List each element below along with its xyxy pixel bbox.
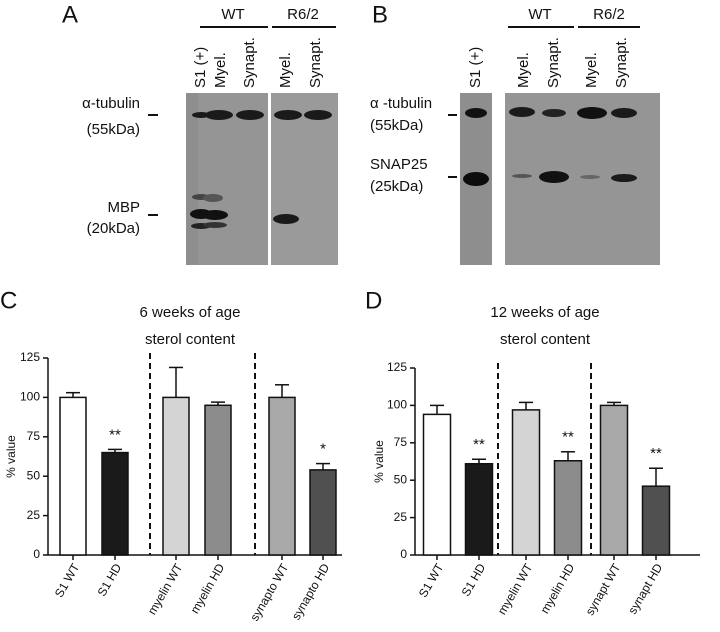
panel-label: D: [365, 287, 382, 314]
bar: [309, 469, 337, 556]
y-tick-label: 75: [27, 429, 41, 443]
panel-label: A: [62, 1, 78, 28]
band: [539, 171, 569, 183]
significance: **: [650, 445, 662, 462]
band: [203, 222, 227, 228]
x-tick-label: myelin HD: [188, 561, 228, 616]
y-tick-label: 25: [27, 508, 41, 522]
bar: [599, 404, 629, 556]
band: [577, 107, 607, 119]
x-tick-label: synapt HD: [625, 561, 665, 617]
bar: [553, 460, 583, 556]
blot-membrane: [271, 93, 338, 265]
bar: [511, 409, 541, 556]
lane-label: Synapt.: [613, 37, 630, 88]
y-tick-label: 0: [400, 547, 407, 561]
x-tick-label: S1 WT: [416, 561, 447, 600]
x-tick-label: S1 HD: [459, 561, 489, 599]
marker-size: (55kDa): [87, 121, 140, 138]
panel-label: C: [0, 287, 17, 314]
panel-label: B: [372, 1, 388, 28]
y-tick-label: 125: [387, 360, 407, 374]
group-label: R6/2: [287, 6, 319, 23]
bar: [464, 462, 494, 556]
y-tick-label: 75: [394, 435, 408, 449]
blot-a: A WT R6/2 S1 (+) Myel. Synapt. Myel. Syn…: [62, 1, 338, 265]
band: [542, 109, 566, 117]
charts: C 6 weeks of age sterol content % value 0 25 5…: [0, 287, 700, 624]
bar: [268, 396, 296, 556]
x-tick-label: S1 WT: [52, 561, 83, 600]
band: [512, 174, 532, 178]
marker-name: α -tubulin: [370, 95, 432, 112]
lane-label: S1 (+): [467, 47, 484, 88]
band: [304, 110, 332, 120]
band: [509, 107, 535, 117]
x-tick-label: synapto HD: [289, 561, 333, 623]
band: [273, 214, 299, 224]
band: [236, 110, 264, 120]
band: [463, 172, 489, 186]
chart-title: 12 weeks of age: [490, 304, 599, 321]
bar: [422, 413, 452, 556]
marker-name: α-tubulin: [82, 95, 140, 112]
band: [611, 108, 637, 118]
lane-label: Myel.: [277, 52, 294, 88]
bar: [162, 396, 190, 556]
blot-membrane: [198, 93, 268, 265]
marker-size: (25kDa): [370, 178, 423, 195]
band: [202, 210, 228, 220]
blot-b: B WT R6/2 S1 (+) Myel. Synapt. Myel. Syn…: [370, 1, 660, 265]
band: [274, 110, 302, 120]
lane-label: Myel.: [515, 52, 532, 88]
significance: **: [473, 436, 485, 453]
lane-label: Synapt.: [545, 37, 562, 88]
y-tick-label: 0: [33, 547, 40, 561]
band: [465, 108, 487, 118]
y-tick-label: 50: [394, 472, 408, 486]
x-tick-label: synapt WT: [583, 561, 624, 618]
lane-label: Synapt.: [307, 37, 324, 88]
y-tick-label: 25: [394, 510, 408, 524]
lane-label: Myel.: [583, 52, 600, 88]
significance: **: [109, 426, 121, 443]
bar: [101, 451, 129, 556]
x-tick-label: myelin WT: [495, 561, 536, 618]
chart-title: sterol content: [500, 331, 591, 348]
x-tick-label: S1 HD: [95, 561, 125, 599]
lane-label: S1 (+): [192, 47, 209, 88]
marker-name: MBP: [107, 199, 140, 216]
y-tick-label: 100: [387, 398, 407, 412]
y-tick-label: 125: [20, 350, 40, 364]
group-label: WT: [528, 6, 551, 23]
marker-name: SNAP25: [370, 156, 428, 173]
marker-size: (20kDa): [87, 220, 140, 237]
marker-size: (55kDa): [370, 117, 423, 134]
significance: **: [562, 429, 574, 446]
band: [203, 194, 223, 202]
significance: *: [320, 441, 326, 458]
bar: [204, 404, 232, 556]
y-axis-label: % value: [372, 440, 386, 483]
band: [611, 174, 637, 182]
band: [580, 175, 600, 179]
x-tick-label: myelin HD: [538, 561, 578, 616]
blot-membrane: [505, 93, 660, 265]
lane-label: Synapt.: [241, 37, 258, 88]
x-tick-label: synapto WT: [247, 561, 291, 624]
x-tick-label: myelin WT: [145, 561, 186, 618]
y-tick-label: 50: [27, 468, 41, 482]
chart-title: sterol content: [145, 331, 236, 348]
chart-title: 6 weeks of age: [140, 304, 241, 321]
band: [205, 110, 233, 120]
lane-label: Myel.: [212, 52, 229, 88]
y-axis-label: % value: [4, 435, 18, 478]
y-tick-label: 100: [20, 390, 40, 404]
bar: [59, 396, 87, 556]
group-label: R6/2: [593, 6, 625, 23]
bar: [641, 485, 671, 556]
band: [192, 112, 210, 118]
group-label: WT: [221, 6, 244, 23]
